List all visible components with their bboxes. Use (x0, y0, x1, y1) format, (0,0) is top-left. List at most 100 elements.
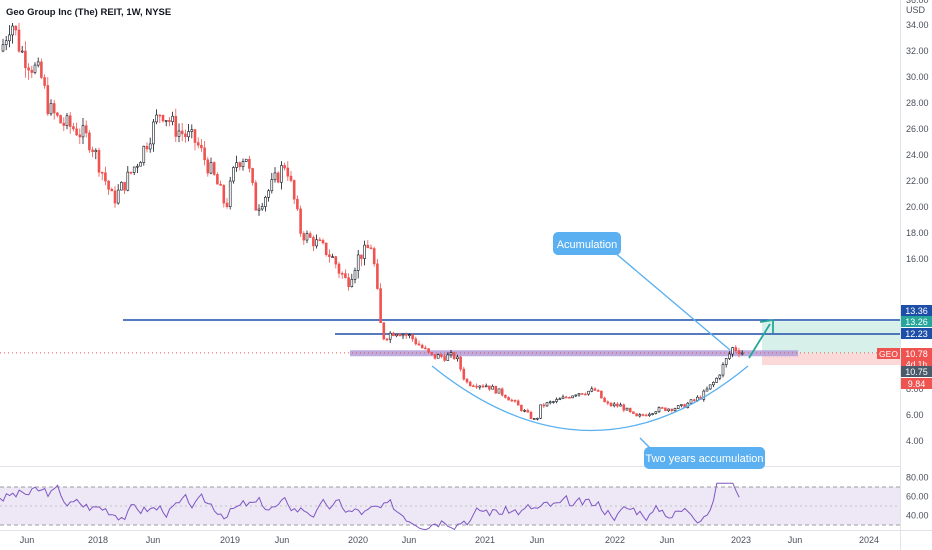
tag-9-84: 9.84 (908, 379, 926, 389)
candle-body (379, 288, 382, 324)
candle-body (267, 190, 270, 198)
time-tick-label: Jun (402, 535, 417, 545)
candle-body (571, 395, 574, 399)
candle-body (88, 132, 91, 151)
time-tick-label: 2019 (220, 535, 240, 545)
rsi-axis[interactable]: 80.00 60.00 40.00 (906, 473, 929, 521)
candle-body (212, 162, 216, 175)
candle-body (462, 368, 466, 380)
candle-body (507, 397, 510, 401)
candle-body (292, 180, 296, 200)
projection-arrow-head[interactable] (759, 318, 774, 333)
candle-body (593, 388, 597, 391)
candle-body (708, 384, 712, 390)
candle-body (580, 393, 584, 395)
candle-body (299, 208, 302, 234)
candle-body (331, 256, 334, 258)
candle-body (33, 64, 37, 73)
candle-body (81, 125, 85, 138)
candle-body (168, 120, 171, 122)
candle-body (40, 61, 43, 78)
candle-body (414, 338, 418, 345)
candle-body (481, 385, 485, 388)
candle-body (603, 397, 606, 403)
last-price-tag-bg (901, 348, 932, 369)
price-tick-label: 36.00 (906, 0, 929, 5)
time-tick-label: 2018 (88, 535, 108, 545)
candle-body (126, 171, 130, 191)
candle-body (203, 147, 206, 161)
candle-body (696, 396, 699, 401)
candle-body (667, 408, 670, 412)
candle-body (478, 385, 482, 388)
candle-body (324, 242, 328, 256)
candle-body (244, 158, 248, 162)
candle-body (443, 356, 446, 361)
candle-body (254, 182, 258, 211)
candle-body (152, 121, 155, 145)
candle-body (459, 356, 462, 370)
candle-body (712, 382, 715, 386)
candle-body (436, 354, 440, 359)
candle-body (280, 165, 283, 183)
stop-loss-zone[interactable] (762, 353, 900, 366)
candle-body (612, 403, 616, 407)
support-band[interactable] (350, 350, 798, 357)
acumulation-callout[interactable]: Acumulation (553, 232, 621, 255)
projection-arrow[interactable] (748, 318, 774, 359)
candle-body (497, 388, 501, 394)
candle-body (740, 352, 744, 355)
candle-body (260, 206, 264, 210)
candle-body (520, 404, 523, 412)
candle-body (139, 162, 142, 167)
candle-body (56, 112, 59, 116)
take-profit-zone[interactable] (762, 321, 900, 354)
time-axis[interactable]: Jun 2018 Jun 2019 Jun 2020 Jun 2021 Jun 2022 Jun 20… (20, 535, 879, 545)
candle-body (4, 40, 8, 46)
candle-body (145, 145, 149, 150)
candle-body (321, 240, 325, 244)
acumulation-callout-box[interactable] (553, 232, 621, 255)
candle-body (395, 333, 398, 337)
candle-body (366, 244, 370, 249)
candle-body (177, 130, 181, 137)
candle-body (123, 182, 126, 191)
candle-body (456, 356, 459, 360)
candle-body (113, 190, 117, 204)
candle-body (328, 254, 331, 257)
two-years-callout[interactable]: Two years accumulation (644, 447, 765, 469)
candle-body (225, 202, 229, 207)
candle-body (305, 233, 309, 241)
candle-body (363, 244, 366, 259)
candle-body (641, 414, 645, 416)
candle-body (545, 402, 549, 407)
candle-body (270, 179, 274, 192)
candle-body (62, 122, 66, 126)
two-years-callout-box[interactable] (644, 447, 765, 469)
candle-body (187, 131, 190, 138)
candle-body (30, 69, 34, 73)
candle-body (180, 130, 184, 135)
candle-body (312, 237, 315, 247)
candle-body (616, 403, 619, 407)
candle-body (702, 390, 706, 400)
candle-body (257, 208, 261, 211)
candle-body (97, 150, 101, 173)
price-tick-label: 16.00 (906, 254, 929, 264)
projection-arrow-line[interactable] (748, 323, 771, 359)
candle-body (596, 390, 600, 392)
time-tick-label: Jun (146, 535, 161, 545)
candle-body (100, 171, 104, 174)
price-axis[interactable]: 36.00 34.00 32.00 30.00 28.00 26.00 24.00 22.00… (906, 0, 929, 446)
time-tick-label: Jun (788, 535, 803, 545)
candle-body (107, 180, 110, 190)
candle-body (72, 126, 75, 130)
candle-body (296, 198, 299, 210)
candle-body (638, 414, 642, 417)
accumulation-arc[interactable] (431, 365, 749, 432)
candle-body (654, 411, 658, 414)
time-tick-label: Jun (275, 535, 290, 545)
candle-body (68, 115, 72, 127)
candle-body (468, 381, 472, 387)
candle-body (430, 351, 434, 355)
